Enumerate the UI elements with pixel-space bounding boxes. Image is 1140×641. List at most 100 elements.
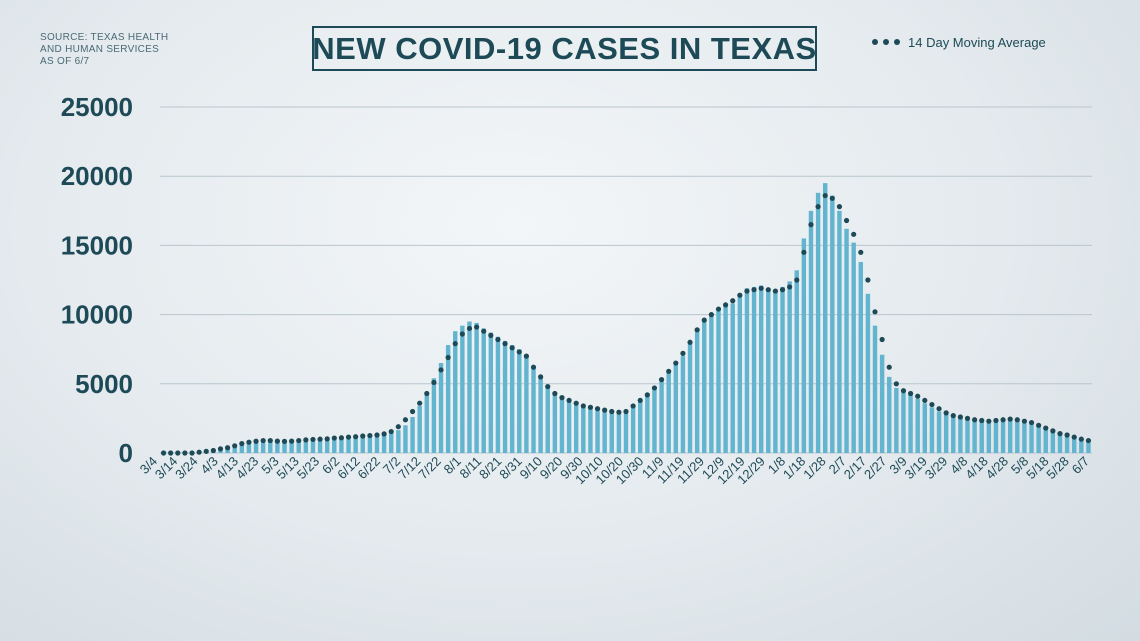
average-point [1036, 422, 1042, 428]
average-point [687, 339, 693, 345]
average-point [374, 432, 380, 438]
bar [595, 407, 600, 453]
bar [545, 387, 550, 453]
bar [225, 448, 230, 453]
average-point [723, 302, 729, 308]
bar [652, 389, 657, 453]
bar [573, 401, 579, 453]
average-point [1028, 419, 1035, 426]
average-point [886, 364, 892, 370]
average-point [274, 438, 280, 444]
average-point [836, 204, 843, 210]
average-point [893, 381, 899, 387]
average-point [488, 332, 494, 338]
average-point [445, 354, 451, 361]
average-point [865, 277, 871, 283]
bar [431, 378, 437, 453]
bar [851, 242, 856, 453]
bar [296, 440, 301, 453]
bar [673, 364, 679, 453]
bar [374, 434, 380, 453]
average-point [1050, 428, 1056, 434]
average-point [779, 287, 786, 293]
bar [979, 420, 984, 453]
average-point [345, 434, 352, 440]
average-point [559, 395, 565, 401]
average-point [1007, 416, 1013, 422]
bar [324, 439, 330, 453]
average-point [516, 349, 522, 355]
average-point [459, 331, 465, 337]
bar [445, 345, 451, 453]
chart-legend: 14 Day Moving Average [872, 33, 1046, 51]
average-point [851, 231, 857, 237]
average-point [381, 431, 387, 437]
average-point [509, 345, 515, 351]
average-point [616, 409, 622, 415]
average-point [224, 445, 231, 451]
bar [588, 405, 593, 453]
y-tick-label: 15000 [61, 230, 133, 260]
average-point [744, 288, 750, 294]
average-point [694, 327, 700, 333]
x-tick-label: 4/23 [233, 454, 262, 483]
dotted-line-icon [872, 39, 900, 45]
y-axis: 0 5000 10000 15000 20000 25000 [61, 92, 133, 468]
bar [766, 288, 771, 453]
bar [936, 411, 942, 453]
bar [389, 432, 394, 453]
bar [737, 293, 743, 453]
bar [268, 440, 273, 453]
average-point [388, 428, 394, 435]
bar [830, 195, 835, 453]
x-tick-label: 1/28 [800, 454, 829, 483]
average-point [395, 424, 401, 430]
average-point [701, 317, 707, 323]
bar [872, 325, 878, 453]
bar [972, 419, 977, 453]
bar [645, 394, 650, 453]
bar [780, 286, 785, 453]
bar [1036, 425, 1041, 453]
average-point [431, 379, 437, 386]
bar [993, 419, 999, 453]
average-point [673, 360, 679, 366]
average-point [424, 390, 430, 397]
average-point [907, 390, 914, 397]
average-point [417, 400, 423, 406]
bar [410, 417, 415, 453]
bar [1064, 435, 1070, 453]
average-point [758, 285, 764, 291]
average-point [957, 414, 963, 420]
x-tick-label: 3/24 [172, 454, 201, 483]
bar [1015, 419, 1020, 453]
average-point [950, 413, 956, 419]
bar [495, 336, 501, 453]
average-point [360, 433, 366, 439]
average-point [538, 374, 544, 380]
bar [943, 414, 949, 453]
bar [424, 393, 429, 453]
average-point [708, 312, 714, 318]
x-tick-label: 2/27 [861, 454, 890, 483]
bar [716, 309, 721, 453]
bar [524, 356, 529, 453]
bar [801, 238, 807, 453]
average-point [879, 336, 885, 343]
average-point [900, 388, 907, 394]
chart-title: NEW COVID-19 CASES IN TEXAS [312, 30, 817, 66]
average-point [552, 390, 558, 397]
average-point [239, 440, 245, 447]
average-point [637, 397, 643, 404]
bar [332, 438, 337, 453]
bar [879, 354, 885, 453]
bar [858, 262, 863, 453]
bar [602, 408, 607, 453]
bar [538, 378, 543, 453]
bar [360, 435, 365, 453]
bar [687, 343, 693, 453]
average-point [651, 385, 658, 391]
average-point [943, 410, 949, 416]
bar [1007, 418, 1013, 453]
bar [751, 286, 757, 453]
